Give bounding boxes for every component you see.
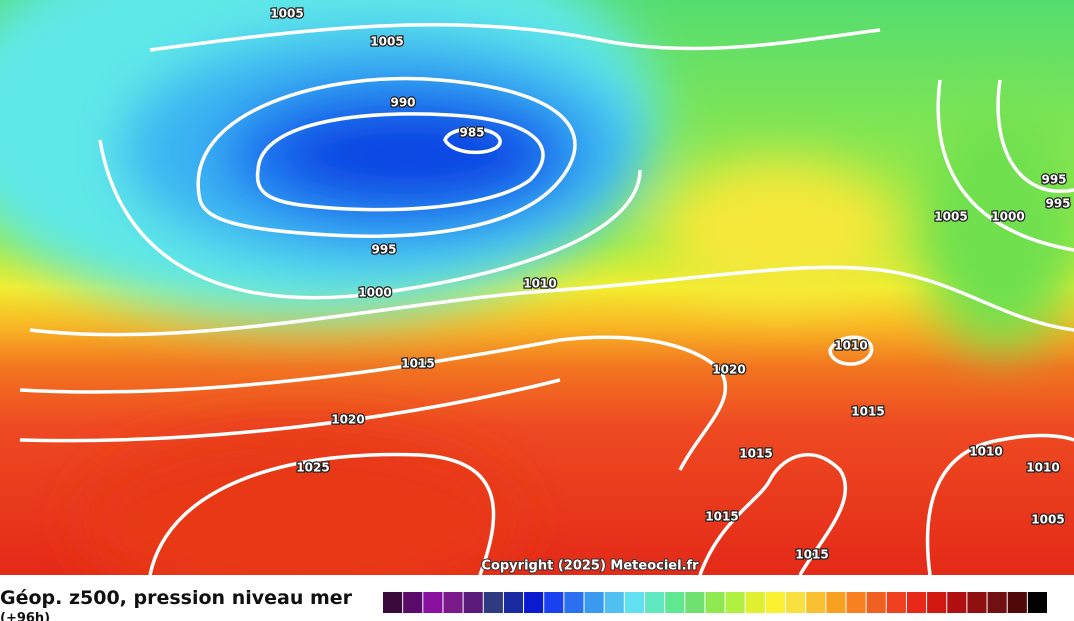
scale-swatch	[1007, 592, 1027, 613]
isobar-label: 1015	[401, 357, 434, 371]
scale-swatch	[423, 592, 443, 613]
scale-swatch	[906, 592, 927, 613]
scale-swatch	[503, 592, 524, 613]
scale-swatch	[403, 592, 423, 613]
scale-swatch	[967, 592, 987, 613]
scale-swatch	[383, 592, 403, 613]
isobar-label: 1025	[296, 461, 329, 475]
scale-swatch	[765, 592, 786, 613]
scale-swatch	[1027, 592, 1047, 613]
scale-swatch	[685, 592, 705, 613]
isobar-label: 990	[390, 96, 415, 110]
map-title: Géop. z500, pression niveau mer	[0, 587, 353, 609]
map-subtitle: (+96h)	[0, 611, 50, 621]
scale-swatch	[826, 592, 846, 613]
scale-swatch	[624, 592, 644, 613]
scale-swatch	[886, 592, 906, 613]
scale-swatch	[463, 592, 483, 613]
isobar-label: 995	[371, 243, 396, 257]
isobar-label: 1005	[1031, 513, 1064, 527]
isobar-labels: 1005 1005 990 985 995 1000 1010 1015 1020 1025 102…	[269, 5, 1072, 563]
isobar-label: 1020	[712, 363, 745, 377]
isobar-label: 995	[1041, 173, 1066, 187]
scale-swatch	[665, 592, 685, 613]
isobar-label: 1015	[705, 510, 738, 524]
scale-swatch	[725, 592, 745, 613]
isobar-label: 1015	[795, 548, 828, 562]
scale-swatch	[947, 592, 967, 613]
isobar-label: 1015	[739, 447, 772, 461]
isobar-label: 1010	[1026, 461, 1059, 475]
color-scale	[383, 592, 1047, 613]
scale-swatch	[604, 592, 624, 613]
isobar-label: 995	[1045, 197, 1070, 211]
isobar-label: 1005	[370, 35, 403, 49]
isobar-label: 1000	[358, 286, 391, 300]
scale-swatch	[524, 592, 544, 613]
copyright: Copyright (2025) Meteociel.fr	[481, 559, 699, 574]
isobar-label: 1015	[851, 405, 884, 419]
scale-swatch	[806, 592, 826, 613]
scale-swatch	[927, 592, 947, 613]
scale-swatch	[705, 592, 725, 613]
scale-swatch	[987, 592, 1007, 613]
isobar-label: 1005	[934, 210, 967, 224]
isobar-label: 985	[459, 126, 484, 140]
scale-swatch	[564, 592, 584, 613]
isobar-label: 1005	[270, 7, 303, 21]
isobar-label: 1020	[331, 413, 364, 427]
scale-swatch	[443, 592, 463, 613]
scale-swatch	[644, 592, 665, 613]
isobar-label: 1010	[523, 277, 556, 291]
isobar-label: 1010	[834, 339, 867, 353]
scale-swatch	[745, 592, 765, 613]
scale-swatch	[584, 592, 604, 613]
scale-swatch	[544, 592, 564, 613]
scale-swatch	[866, 592, 886, 613]
isobar-label: 1010	[969, 445, 1002, 459]
scale-swatch	[846, 592, 866, 613]
scale-swatch	[786, 592, 806, 613]
isobar-label: 1000	[991, 210, 1024, 224]
scale-swatch	[483, 592, 503, 613]
